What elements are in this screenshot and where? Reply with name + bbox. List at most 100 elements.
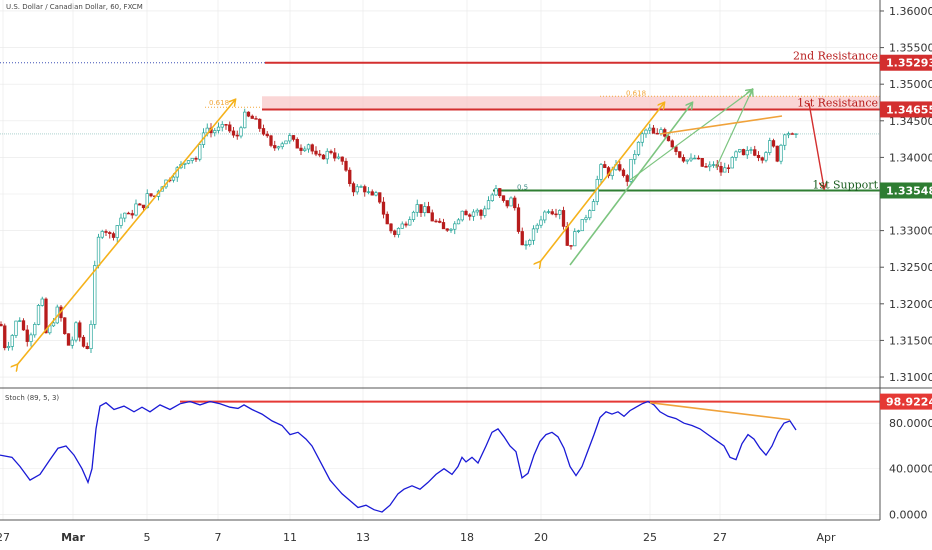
candle-body xyxy=(389,223,393,232)
candle-body xyxy=(70,339,74,346)
candle-body xyxy=(693,157,697,160)
candle-body xyxy=(636,141,641,155)
candle-body xyxy=(85,345,89,349)
candle-body xyxy=(651,127,656,134)
candle-body xyxy=(149,193,153,197)
candle-body xyxy=(708,164,712,168)
candle-body xyxy=(674,146,678,152)
candle-body xyxy=(104,231,108,233)
candle-body xyxy=(741,149,746,156)
stoch-line xyxy=(0,400,797,513)
candle-body xyxy=(779,144,783,162)
candle-body xyxy=(449,228,453,231)
stoch-value-badge: 98.9224 xyxy=(880,393,932,410)
candle-body xyxy=(445,228,449,231)
candle-body xyxy=(689,157,693,161)
candle-body xyxy=(243,111,247,129)
stoch-divergence-line xyxy=(649,401,791,421)
candle-body xyxy=(276,146,281,149)
candle-body xyxy=(479,209,483,216)
candle-body xyxy=(513,197,517,209)
fib-right-label: 0.618 xyxy=(626,89,646,97)
candle-body xyxy=(269,135,273,146)
time-tick-label: 7 xyxy=(215,531,222,544)
candle-body xyxy=(66,333,71,346)
candle-body xyxy=(6,346,11,349)
candle-body xyxy=(678,151,682,158)
candle-body xyxy=(351,183,356,193)
candle-body xyxy=(396,227,401,235)
candle-body xyxy=(194,157,198,160)
candle-body xyxy=(685,159,689,162)
candle-body xyxy=(250,115,254,119)
candle-body xyxy=(771,140,776,147)
candle-body xyxy=(696,157,701,160)
candle-body xyxy=(63,317,67,335)
candle-body xyxy=(216,126,221,131)
candle-body xyxy=(573,231,577,247)
price-tick-label: 1.35000 xyxy=(889,78,932,91)
candle-body xyxy=(576,230,581,232)
candle-body xyxy=(261,128,266,135)
candle-body xyxy=(228,124,232,132)
candle-body xyxy=(550,211,554,215)
candle-body xyxy=(655,132,659,135)
candle-body xyxy=(273,145,277,149)
candle-body xyxy=(546,211,551,213)
candle-body xyxy=(648,127,652,131)
candle-body xyxy=(21,320,26,331)
candle-body xyxy=(246,111,251,117)
r1-price-text: 1.34655 xyxy=(886,103,932,116)
s1-price-badge: 1.33548 xyxy=(880,182,932,199)
time-tick-label: 5 xyxy=(144,531,151,544)
candle-body xyxy=(535,224,539,230)
candle-body xyxy=(381,201,386,215)
candle-body xyxy=(483,208,487,216)
candle-body xyxy=(764,152,768,161)
candle-body xyxy=(359,186,363,188)
candle-body xyxy=(348,169,352,184)
chart-title: U.S. Dollar / Canadian Dollar, 60, FXCM xyxy=(6,3,143,11)
candle-body xyxy=(235,134,239,137)
resistance-zone xyxy=(262,96,880,110)
red-down-arrow xyxy=(808,102,824,188)
candle-body xyxy=(681,157,686,162)
candle-body xyxy=(584,217,588,220)
candle-body xyxy=(81,336,86,347)
fib-left-label: 0.618 xyxy=(209,99,229,107)
candle-body xyxy=(374,192,378,196)
candle-body xyxy=(299,147,303,151)
time-tick-label: Mar xyxy=(61,531,85,544)
candle-body xyxy=(790,133,794,135)
green-up-arrow-2 xyxy=(629,90,752,181)
candle-body xyxy=(314,150,318,155)
candle-body xyxy=(321,154,326,160)
candle-body xyxy=(295,139,299,149)
candle-body xyxy=(36,305,41,325)
candle-body xyxy=(745,150,749,156)
candle-body xyxy=(411,211,416,220)
candle-body xyxy=(475,209,479,213)
price-tick-label: 1.35500 xyxy=(889,42,932,55)
candle-body xyxy=(494,188,498,196)
candle-body xyxy=(119,217,123,226)
candle-body xyxy=(786,133,791,136)
r2-price-badge: 1.35293 xyxy=(880,54,932,71)
price-tick-label: 1.31000 xyxy=(889,371,932,384)
time-tick-label: 13 xyxy=(356,531,370,544)
candle-body xyxy=(74,322,78,341)
candle-body xyxy=(569,245,573,247)
price-tick-label: 1.36000 xyxy=(889,5,932,18)
price-tick-label: 1.32500 xyxy=(889,261,932,274)
candle-body xyxy=(768,140,772,153)
resistance-2-label: 2nd Resistance xyxy=(793,50,878,63)
candle-body xyxy=(265,133,269,137)
candle-body xyxy=(749,149,753,151)
candle-body xyxy=(588,210,592,219)
candle-body xyxy=(138,203,142,206)
candle-body xyxy=(10,335,14,347)
candle-body xyxy=(108,232,112,234)
candle-body xyxy=(464,210,468,216)
time-tick-label: 27 xyxy=(0,531,10,544)
